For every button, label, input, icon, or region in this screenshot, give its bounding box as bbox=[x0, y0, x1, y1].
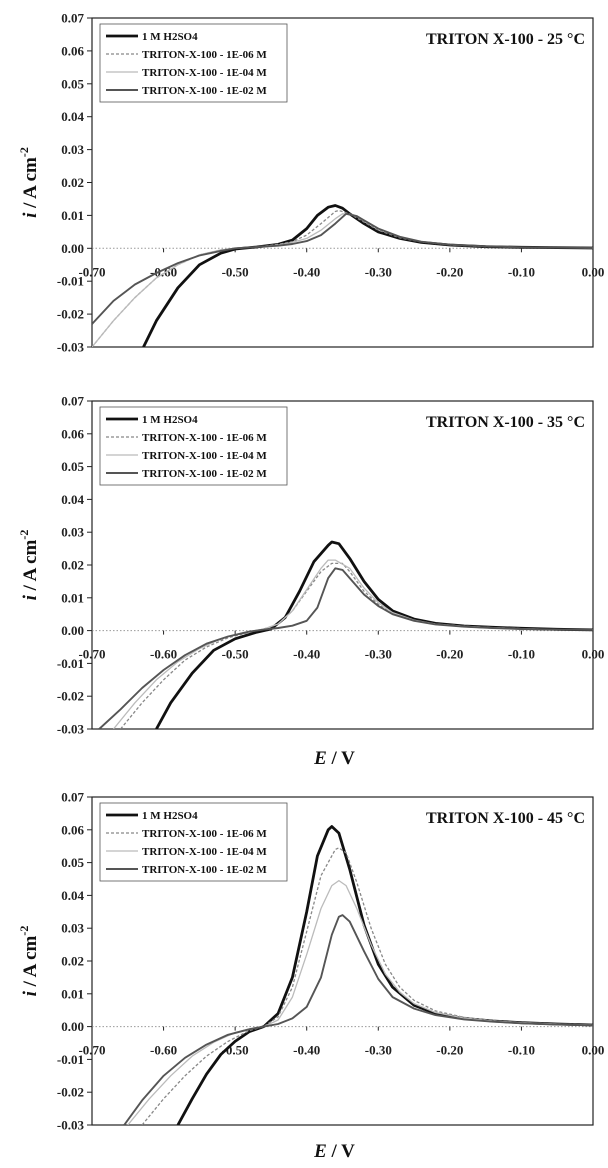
y-tick-label: -0.02 bbox=[57, 307, 84, 322]
legend: 1 M H2SO4 TRITON-X-100 - 1E-06 M TRITON-X-… bbox=[100, 407, 287, 485]
y-axis-label: i / A cm-2 bbox=[17, 926, 41, 997]
x-tick-label: -0.30 bbox=[365, 1043, 392, 1058]
x-axis-label-unit: / V bbox=[327, 748, 355, 769]
x-tick-label: -0.70 bbox=[78, 264, 105, 279]
x-tick-label: -0.50 bbox=[222, 264, 249, 279]
y-tick-label: 0.00 bbox=[61, 241, 84, 256]
y-tick-label: 0.04 bbox=[61, 109, 84, 124]
x-tick-label: -0.30 bbox=[365, 264, 392, 279]
y-tick-label: 0.00 bbox=[61, 1019, 84, 1034]
legend-label-2: TRITON-X-100 - 1E-06 M bbox=[142, 49, 267, 61]
y-axis-label-exponent: -2 bbox=[17, 530, 31, 540]
legend-label-2: TRITON-X-100 - 1E-06 M bbox=[142, 432, 267, 444]
y-tick-label: -0.03 bbox=[57, 340, 85, 355]
legend-label-4: TRITON-X-100 - 1E-02 M bbox=[142, 468, 267, 480]
x-tick-label: -0.40 bbox=[293, 264, 320, 279]
x-tick-label: -0.20 bbox=[436, 647, 463, 662]
chart-panel-2: 0.070.060.050.040.030.020.010.00-0.01-0.… bbox=[17, 394, 604, 770]
series-line-1 bbox=[156, 542, 593, 729]
y-tick-label: 0.02 bbox=[61, 558, 84, 573]
legend-label-4: TRITON-X-100 - 1E-02 M bbox=[142, 85, 267, 97]
y-axis-label-exponent: -2 bbox=[17, 147, 31, 157]
y-axis-label-symbol: i bbox=[20, 590, 41, 600]
x-tick-label: -0.60 bbox=[150, 1043, 177, 1058]
legend-label-1: 1 M H2SO4 bbox=[142, 31, 198, 43]
series-line-3 bbox=[114, 560, 594, 729]
x-axis-label-symbol: E bbox=[313, 1141, 327, 1162]
y-tick-label: 0.04 bbox=[61, 492, 84, 507]
x-tick-label: -0.10 bbox=[508, 1043, 535, 1058]
x-tick-label: 0.00 bbox=[582, 1043, 605, 1058]
y-tick-label: 0.07 bbox=[61, 790, 84, 805]
y-tick-label: 0.05 bbox=[61, 855, 84, 870]
y-tick-label: 0.05 bbox=[61, 76, 84, 91]
y-axis-label-exponent: -2 bbox=[17, 926, 31, 936]
chart-title: TRITON X-100 - 35 °C bbox=[426, 414, 585, 431]
y-axis-label-symbol: i bbox=[20, 986, 41, 996]
x-tick-label: -0.60 bbox=[150, 264, 177, 279]
y-tick-label: 0.05 bbox=[61, 459, 84, 474]
legend-label-3: TRITON-X-100 - 1E-04 M bbox=[142, 450, 267, 462]
chart-panel-3: 0.070.060.050.040.030.020.010.00-0.01-0.… bbox=[17, 790, 604, 1163]
y-tick-label: 0.07 bbox=[61, 394, 84, 409]
y-tick-label: 0.02 bbox=[61, 954, 84, 969]
y-tick-label: -0.03 bbox=[57, 722, 85, 737]
series-line-2 bbox=[142, 848, 593, 1125]
chart-title: TRITON X-100 - 45 °C bbox=[426, 810, 585, 827]
y-tick-label: 0.06 bbox=[61, 822, 84, 837]
y-axis-label-unit: / A cm bbox=[20, 157, 41, 209]
legend-label-1: 1 M H2SO4 bbox=[142, 810, 198, 822]
y-tick-label: 0.03 bbox=[61, 921, 84, 936]
series-line-3 bbox=[92, 214, 593, 347]
y-tick-label: 0.02 bbox=[61, 175, 84, 190]
legend-label-1: 1 M H2SO4 bbox=[142, 414, 198, 426]
legend-label-3: TRITON-X-100 - 1E-04 M bbox=[142, 67, 267, 79]
y-tick-label: -0.02 bbox=[57, 689, 84, 704]
legend-label-2: TRITON-X-100 - 1E-06 M bbox=[142, 828, 267, 840]
x-axis-label-unit: / V bbox=[327, 1141, 355, 1162]
legend: 1 M H2SO4 TRITON-X-100 - 1E-06 M TRITON-X-… bbox=[100, 24, 287, 102]
y-tick-label: 0.06 bbox=[61, 43, 84, 58]
y-tick-label: -0.03 bbox=[57, 1118, 85, 1133]
x-tick-label: -0.20 bbox=[436, 1043, 463, 1058]
chart-title: TRITON X-100 - 25 °C bbox=[426, 31, 585, 48]
series-group bbox=[99, 542, 593, 729]
y-axis-label: i / A cm-2 bbox=[17, 147, 41, 218]
legend-label-4: TRITON-X-100 - 1E-02 M bbox=[142, 864, 267, 876]
x-tick-label: -0.10 bbox=[508, 264, 535, 279]
y-tick-label: 0.00 bbox=[61, 623, 84, 638]
y-axis-label-unit: / A cm bbox=[20, 539, 41, 591]
x-axis-label: E / V bbox=[313, 1141, 355, 1162]
y-axis-label: i / A cm-2 bbox=[17, 530, 41, 601]
y-tick-label: -0.02 bbox=[57, 1085, 84, 1100]
x-tick-label: -0.20 bbox=[436, 264, 463, 279]
x-tick-label: 0.00 bbox=[582, 647, 605, 662]
x-tick-label: -0.70 bbox=[78, 647, 105, 662]
y-tick-label: 0.03 bbox=[61, 525, 84, 540]
x-axis-label: E / V bbox=[313, 748, 355, 769]
y-axis-label-unit: / A cm bbox=[20, 935, 41, 987]
y-tick-label: 0.04 bbox=[61, 888, 84, 903]
y-tick-label: 0.03 bbox=[61, 142, 84, 157]
x-tick-label: 0.00 bbox=[582, 264, 605, 279]
legend: 1 M H2SO4 TRITON-X-100 - 1E-06 M TRITON-X-… bbox=[100, 803, 287, 881]
x-tick-label: -0.70 bbox=[78, 1043, 105, 1058]
y-tick-label: 0.07 bbox=[61, 11, 84, 26]
legend-label-3: TRITON-X-100 - 1E-04 M bbox=[142, 846, 267, 858]
x-tick-label: -0.40 bbox=[293, 1043, 320, 1058]
x-tick-label: -0.30 bbox=[365, 647, 392, 662]
y-tick-label: 0.06 bbox=[61, 426, 84, 441]
x-tick-label: -0.10 bbox=[508, 647, 535, 662]
y-tick-label: 0.01 bbox=[61, 590, 84, 605]
x-axis-label-symbol: E bbox=[313, 748, 327, 769]
x-tick-label: -0.50 bbox=[222, 647, 249, 662]
x-tick-label: -0.40 bbox=[293, 647, 320, 662]
chart-panel-1: 0.070.060.050.040.030.020.010.00-0.01-0.… bbox=[17, 11, 604, 355]
y-tick-label: 0.01 bbox=[61, 208, 84, 223]
y-axis-label-symbol: i bbox=[20, 208, 41, 218]
y-tick-label: 0.01 bbox=[61, 986, 84, 1001]
x-tick-label: -0.60 bbox=[150, 647, 177, 662]
